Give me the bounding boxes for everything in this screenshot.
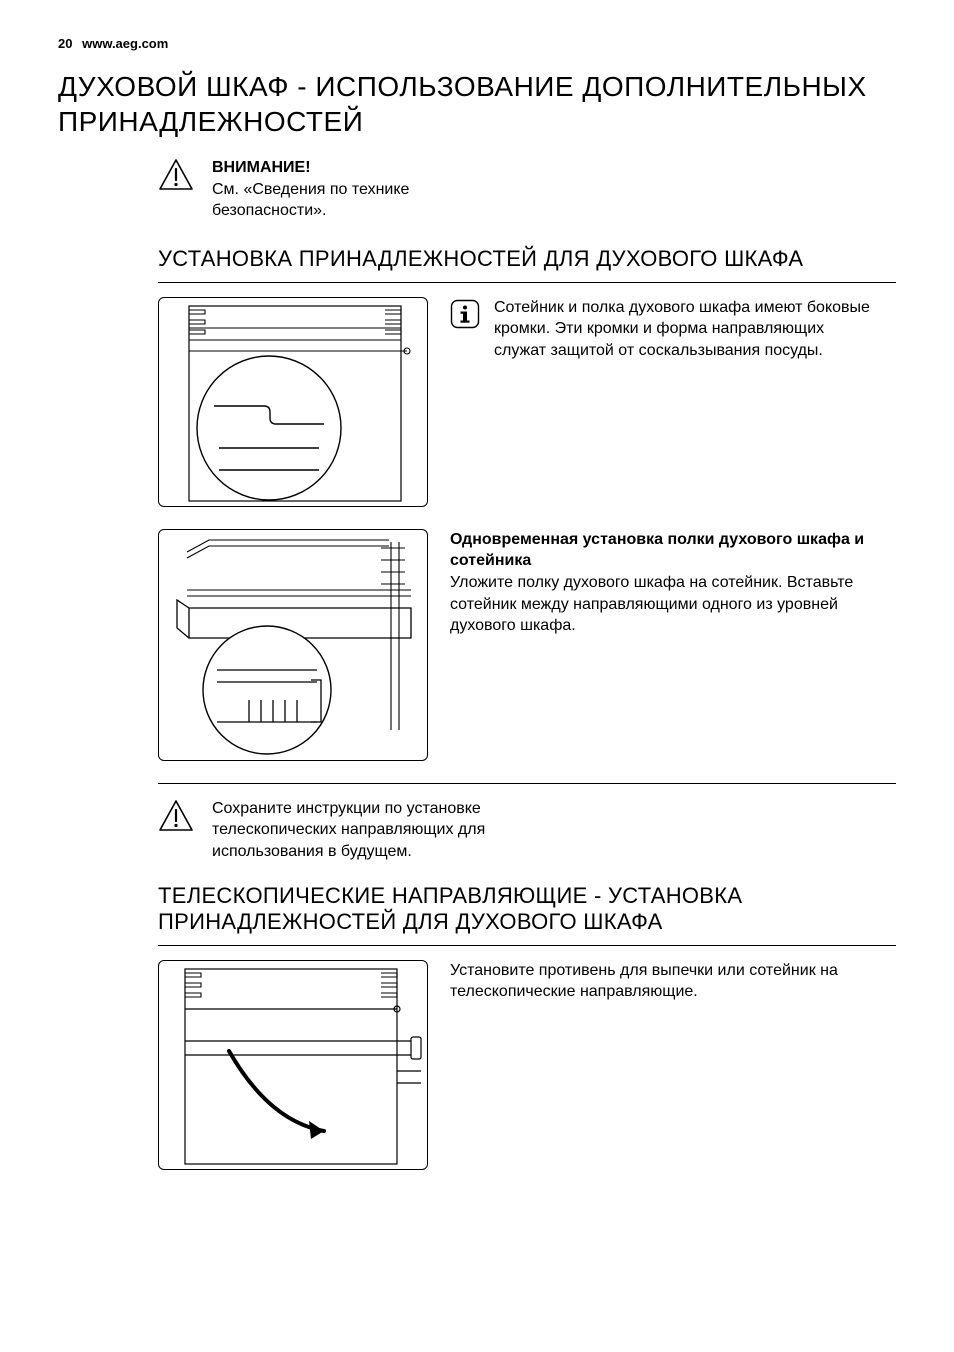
warning-text-2: Сохраните инструкции по установке телеск… — [212, 798, 532, 863]
section2-text: Установите противень для выпечки или сот… — [450, 960, 870, 1003]
section1-rule-bottom — [158, 783, 896, 784]
figure-oven-shelf-edges — [158, 297, 428, 507]
section2-title: ТЕЛЕСКОПИЧЕСКИЕ НАПРАВЛЯЮЩИЕ - УСТАНОВКА… — [158, 883, 798, 935]
page-number: 20 — [58, 36, 72, 51]
warning-body: См. «Сведения по технике безопасности». — [212, 181, 409, 220]
warning-note-1: ВНИМАНИЕ! См. «Сведения по технике безоп… — [158, 157, 896, 222]
section1-row2: Одновременная установка полки духового ш… — [158, 529, 896, 761]
section2-rule — [158, 945, 896, 946]
section1-title: УСТАНОВКА ПРИНАДЛЕЖНОСТЕЙ ДЛЯ ДУХОВОГО Ш… — [158, 246, 896, 272]
info-icon — [450, 299, 480, 329]
main-title: ДУХОВОЙ ШКАФ - ИСПОЛЬЗОВАНИЕ ДОПОЛНИТЕЛЬ… — [58, 69, 896, 139]
section1-info-text: Сотейник и полка духового шкафа имеют бо… — [494, 297, 874, 362]
section1-row1: Сотейник и полка духового шкафа имеют бо… — [158, 297, 896, 507]
site-url: www.aeg.com — [82, 36, 168, 51]
warning-note-2: Сохраните инструкции по установке телеск… — [158, 798, 896, 863]
warning-icon — [158, 157, 194, 193]
section1-block2: Одновременная установка полки духового ш… — [450, 529, 870, 637]
section1-rule — [158, 282, 896, 283]
figure-shelf-and-pan — [158, 529, 428, 761]
figure-telescopic-rails — [158, 960, 428, 1170]
section1-block2-body: Уложите полку духового шкафа на сотейник… — [450, 574, 853, 634]
section1-block2-heading: Одновременная установка полки духового ш… — [450, 531, 864, 570]
page-header: 20 www.aeg.com — [58, 36, 896, 51]
section2-row: Установите противень для выпечки или сот… — [158, 960, 896, 1170]
warning-heading: ВНИМАНИЕ! — [212, 157, 492, 179]
warning-icon — [158, 798, 194, 834]
warning-text-1: ВНИМАНИЕ! См. «Сведения по технике безоп… — [212, 157, 492, 222]
